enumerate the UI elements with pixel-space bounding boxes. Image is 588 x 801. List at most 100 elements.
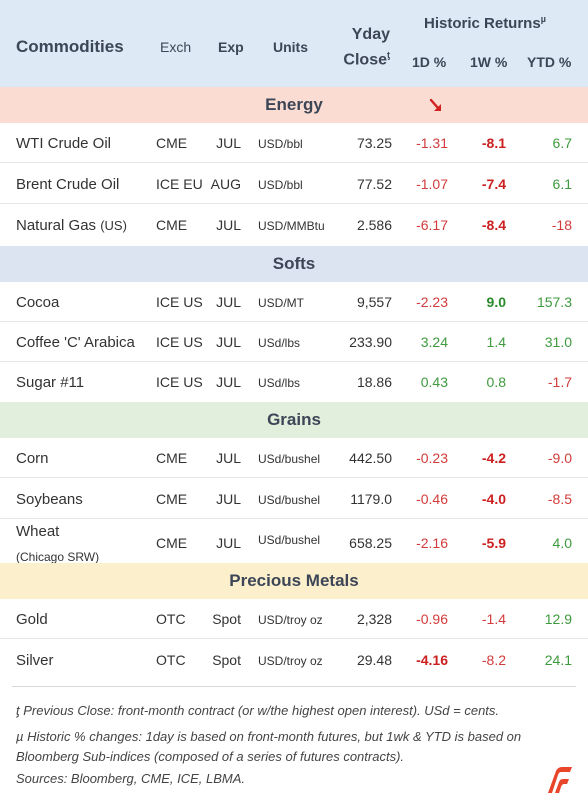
return-1w: -8.4 bbox=[481, 217, 506, 233]
return-ytd: 24.1 bbox=[544, 652, 572, 668]
table-row: Wheat (Chicago SRW) CME JUL USd/bushel 6… bbox=[0, 519, 588, 564]
expiry: Spot bbox=[212, 652, 241, 668]
arrow-down-right-icon bbox=[429, 98, 441, 111]
table-row: Sugar #11 ICE US JUL USd/lbs 18.86 0.43 … bbox=[0, 362, 588, 402]
column-header-units: Units bbox=[273, 39, 308, 55]
return-ytd: -1.7 bbox=[547, 374, 572, 390]
footnote-historic-changes: µ Historic % changes: 1day is based on f… bbox=[16, 729, 522, 764]
commodity-name-main: Natural Gas bbox=[16, 217, 97, 234]
return-1w: 1.4 bbox=[486, 334, 506, 350]
return-1d: -0.23 bbox=[416, 450, 448, 466]
table-row: Coffee 'C' Arabica ICE US JUL USd/lbs 23… bbox=[0, 322, 588, 362]
expiry: JUL bbox=[216, 491, 241, 507]
commodity-name: Gold bbox=[16, 611, 48, 628]
units: USd/bushel bbox=[258, 533, 321, 547]
footnote-divider bbox=[12, 686, 576, 687]
yday-close: 77.52 bbox=[356, 176, 392, 192]
return-ytd: -9.0 bbox=[547, 450, 572, 466]
units: USd/lbs bbox=[258, 336, 301, 350]
exchange: ICE US bbox=[156, 334, 203, 350]
yday-close: 29.48 bbox=[356, 652, 392, 668]
exchange: OTC bbox=[156, 652, 186, 668]
section-title-precious-metals: Precious Metals bbox=[229, 571, 359, 590]
column-header-commodities: Commodities bbox=[16, 37, 124, 56]
footnote-previous-close: ƫ Previous Close: front-month contract (… bbox=[16, 703, 500, 718]
table-header: Commodities Exch Exp Units Yday Closeƫ H… bbox=[0, 0, 588, 87]
units: USd/lbs bbox=[258, 376, 301, 390]
return-ytd: 4.0 bbox=[552, 535, 572, 551]
close-footnote-mark: ƫ bbox=[387, 50, 390, 60]
return-1d: -2.23 bbox=[416, 294, 448, 310]
return-1w: 9.0 bbox=[486, 294, 506, 310]
expiry: JUL bbox=[216, 334, 241, 350]
return-1d: -6.17 bbox=[416, 217, 448, 233]
return-ytd: -8.5 bbox=[547, 491, 572, 507]
column-group-historic-returns: Historic Returnsµ bbox=[424, 14, 546, 32]
table-row: WTI Crude Oil CME JUL USD/bbl 73.25 -1.3… bbox=[0, 123, 588, 163]
return-1w: -8.1 bbox=[481, 135, 506, 151]
section-title-softs: Softs bbox=[272, 254, 316, 273]
commodity-name-suffix: (US) bbox=[100, 218, 127, 233]
return-1w: -1.4 bbox=[481, 611, 506, 627]
commodity-name: Cocoa bbox=[16, 294, 60, 311]
units: USD/bbl bbox=[258, 137, 303, 151]
commodity-name: Soybeans bbox=[16, 491, 83, 508]
expiry: JUL bbox=[216, 374, 241, 390]
exchange: CME bbox=[156, 535, 188, 551]
exchange: ICE US bbox=[156, 294, 203, 310]
column-header-ytd: YTD % bbox=[527, 54, 572, 70]
expiry: Spot bbox=[212, 611, 241, 627]
expiry: JUL bbox=[216, 217, 241, 233]
commodity-name: WTI Crude Oil bbox=[16, 135, 112, 152]
yday-close: 9,557 bbox=[356, 294, 392, 310]
units: USD/troy oz bbox=[258, 613, 323, 627]
commodity-name: Natural Gas (US) bbox=[16, 217, 127, 234]
expiry: JUL bbox=[216, 294, 241, 310]
section-grains: Grains bbox=[0, 402, 588, 438]
table-row: Silver OTC Spot USD/troy oz 29.48 -4.16 … bbox=[0, 640, 588, 680]
table-row: Brent Crude Oil ICE EU AUG USD/bbl 77.52… bbox=[0, 164, 588, 204]
units: USD/bbl bbox=[258, 178, 303, 192]
return-1d: 0.43 bbox=[420, 374, 448, 390]
expiry: JUL bbox=[216, 535, 241, 551]
historic-footnote-mark: µ bbox=[540, 14, 546, 24]
yday-close: 442.50 bbox=[349, 450, 392, 466]
section-softs: Softs bbox=[0, 246, 588, 282]
commodity-name-sub: (Chicago SRW) bbox=[16, 550, 100, 564]
commodity-name: Corn bbox=[16, 450, 49, 467]
commodity-name: Coffee 'C' Arabica bbox=[16, 334, 135, 351]
return-ytd: -18 bbox=[551, 217, 572, 233]
units: USD/troy oz bbox=[258, 654, 323, 668]
return-ytd: 6.1 bbox=[552, 176, 572, 192]
yday-close: 233.90 bbox=[349, 334, 392, 350]
brand-logo-icon bbox=[548, 767, 572, 793]
units: USd/bushel bbox=[258, 493, 321, 507]
exchange: OTC bbox=[156, 611, 186, 627]
yday-close: 73.25 bbox=[356, 135, 392, 151]
units: USd/bushel bbox=[258, 452, 321, 466]
commodity-name: Brent Crude Oil bbox=[16, 176, 120, 193]
table-row: Soybeans CME JUL USd/bushel 1179.0 -0.46… bbox=[0, 479, 588, 519]
expiry: JUL bbox=[216, 450, 241, 466]
return-1d: -2.16 bbox=[416, 535, 448, 551]
yday-close: 2,328 bbox=[356, 611, 392, 627]
return-1d: -4.16 bbox=[416, 652, 448, 668]
return-1d: -0.96 bbox=[416, 611, 448, 627]
return-1w: -5.9 bbox=[481, 535, 506, 551]
column-header-1w: 1W % bbox=[470, 54, 508, 70]
return-ytd: 12.9 bbox=[544, 611, 572, 627]
return-1d: -1.31 bbox=[416, 135, 448, 151]
yday-close: 658.25 bbox=[349, 535, 392, 551]
commodity-name: Wheat bbox=[16, 523, 60, 540]
historic-label: Historic Returns bbox=[424, 15, 541, 32]
column-header-exch: Exch bbox=[160, 39, 192, 55]
exchange: CME bbox=[156, 450, 188, 466]
table-row: Cocoa ICE US JUL USD/MT 9,557 -2.23 9.0 … bbox=[0, 282, 588, 322]
return-ytd: 31.0 bbox=[544, 334, 572, 350]
return-1d: -0.46 bbox=[416, 491, 448, 507]
return-1w: -8.2 bbox=[481, 652, 506, 668]
section-title-grains: Grains bbox=[267, 410, 321, 429]
section-title-energy: Energy bbox=[265, 95, 323, 114]
table-row: Corn CME JUL USd/bushel 442.50 -0.23 -4.… bbox=[0, 438, 588, 478]
column-header-exp: Exp bbox=[218, 39, 244, 55]
